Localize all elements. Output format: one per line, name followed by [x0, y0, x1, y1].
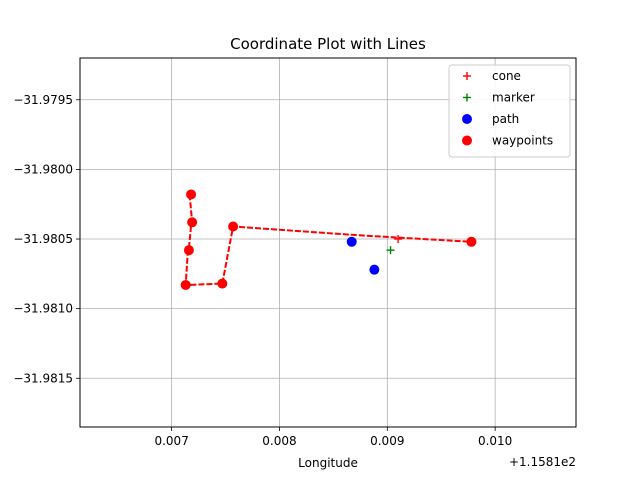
waypoints-point	[466, 236, 477, 247]
path-point	[369, 264, 380, 275]
connecting-line	[184, 194, 472, 287]
x-tick-label: 0.007	[154, 434, 188, 448]
waypoints-point	[180, 279, 191, 290]
waypoints-point	[183, 245, 194, 256]
path-point	[346, 236, 357, 247]
ticks: 0.007 0.008 0.009 0.010 −31.9795 −31.9800 −31.…	[13, 93, 512, 448]
legend-marker-path	[462, 114, 472, 124]
legend: cone marker path waypoints	[448, 64, 571, 158]
legend-label-cone: cone	[492, 69, 521, 83]
y-tick-label: −31.9805	[13, 232, 73, 246]
marker-point	[386, 246, 395, 255]
legend-marker-waypoints	[462, 135, 472, 146]
legend-marker-marker	[463, 93, 471, 102]
x-tick-label: 0.009	[370, 434, 404, 448]
legend-label-marker: marker	[492, 91, 535, 105]
legend-label-waypoints: waypoints	[492, 134, 553, 148]
data-markers	[180, 189, 477, 290]
x-axis-label: Longitude	[298, 456, 358, 470]
grid	[80, 58, 576, 427]
cone-point	[394, 235, 403, 244]
y-tick-label: −31.9815	[13, 371, 73, 385]
legend-label-path: path	[492, 112, 519, 126]
x-tick-label: 0.008	[262, 434, 296, 448]
y-tick-label: −31.9800	[13, 162, 73, 176]
x-axis-offset: +1.1581e2	[509, 455, 576, 469]
waypoints-point	[217, 278, 228, 289]
waypoints-point	[186, 189, 197, 200]
legend-box	[448, 64, 571, 158]
y-tick-label: −31.9810	[13, 302, 73, 316]
legend-marker-cone	[463, 72, 471, 80]
y-tick-label: −31.9795	[13, 93, 73, 107]
plot-frame	[79, 57, 577, 428]
chart-title: Coordinate Plot with Lines	[230, 35, 426, 53]
x-tick-label: 0.010	[478, 434, 512, 448]
path-line	[184, 194, 472, 287]
waypoints-point	[228, 221, 239, 232]
waypoints-point	[187, 217, 198, 228]
